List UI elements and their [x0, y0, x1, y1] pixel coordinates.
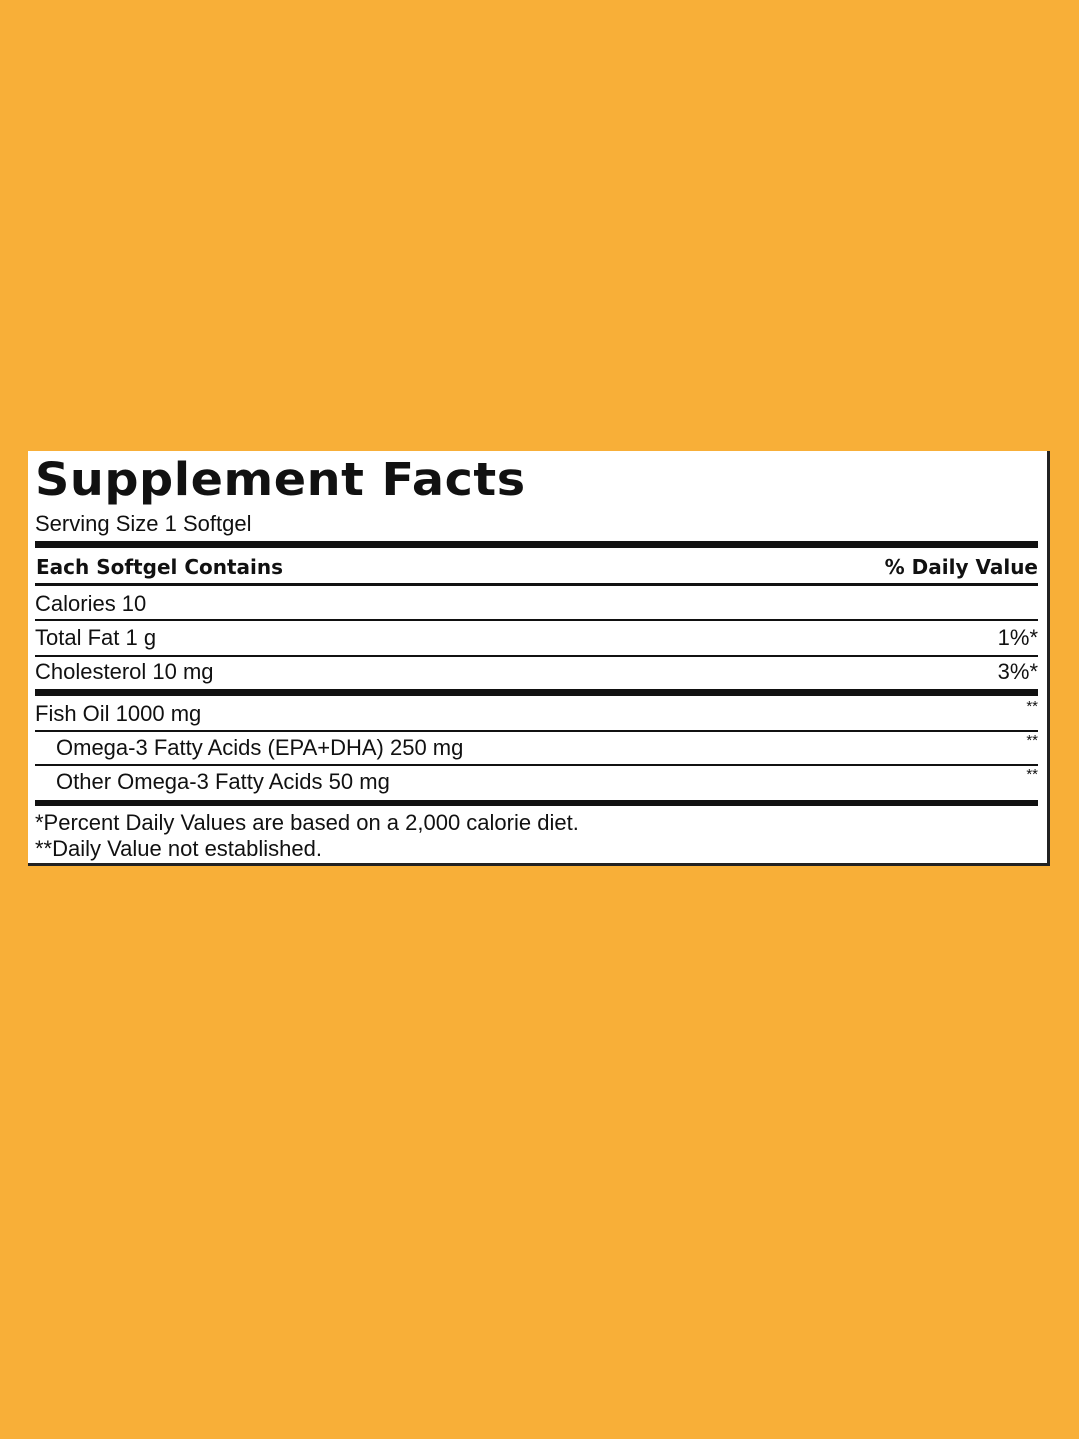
divider: [35, 655, 1038, 657]
row-dv: **: [1026, 766, 1038, 783]
supplement-facts-panel: Supplement Facts Serving Size 1 Softgel …: [28, 451, 1050, 866]
row-dv: 3%*: [997, 659, 1038, 684]
footnote-not-established: **Daily Value not established.: [35, 836, 322, 861]
thick-divider: [35, 800, 1038, 806]
header-right: % Daily Value: [884, 555, 1038, 579]
row-name: Omega-3 Fatty Acids (EPA+DHA) 250 mg: [56, 735, 464, 760]
footnote-percent-dv: *Percent Daily Values are based on a 2,0…: [35, 810, 579, 835]
thick-divider: [35, 541, 1038, 548]
divider: [35, 619, 1038, 621]
row-dv: **: [1026, 698, 1038, 715]
row-dv: 1%*: [997, 625, 1038, 650]
row-dv: **: [1026, 732, 1038, 749]
header-left: Each Softgel Contains: [36, 555, 284, 579]
thick-divider: [35, 689, 1038, 696]
row-name: Calories 10: [35, 591, 147, 616]
label-title: Supplement Facts: [35, 453, 526, 506]
row-name: Fish Oil 1000 mg: [35, 701, 202, 726]
row-name: Total Fat 1 g: [35, 625, 157, 650]
divider: [35, 730, 1038, 732]
row-name: Cholesterol 10 mg: [35, 659, 214, 684]
divider: [35, 764, 1038, 766]
divider: [35, 583, 1038, 586]
row-name: Other Omega-3 Fatty Acids 50 mg: [56, 769, 390, 794]
serving-size: Serving Size 1 Softgel: [35, 511, 252, 536]
